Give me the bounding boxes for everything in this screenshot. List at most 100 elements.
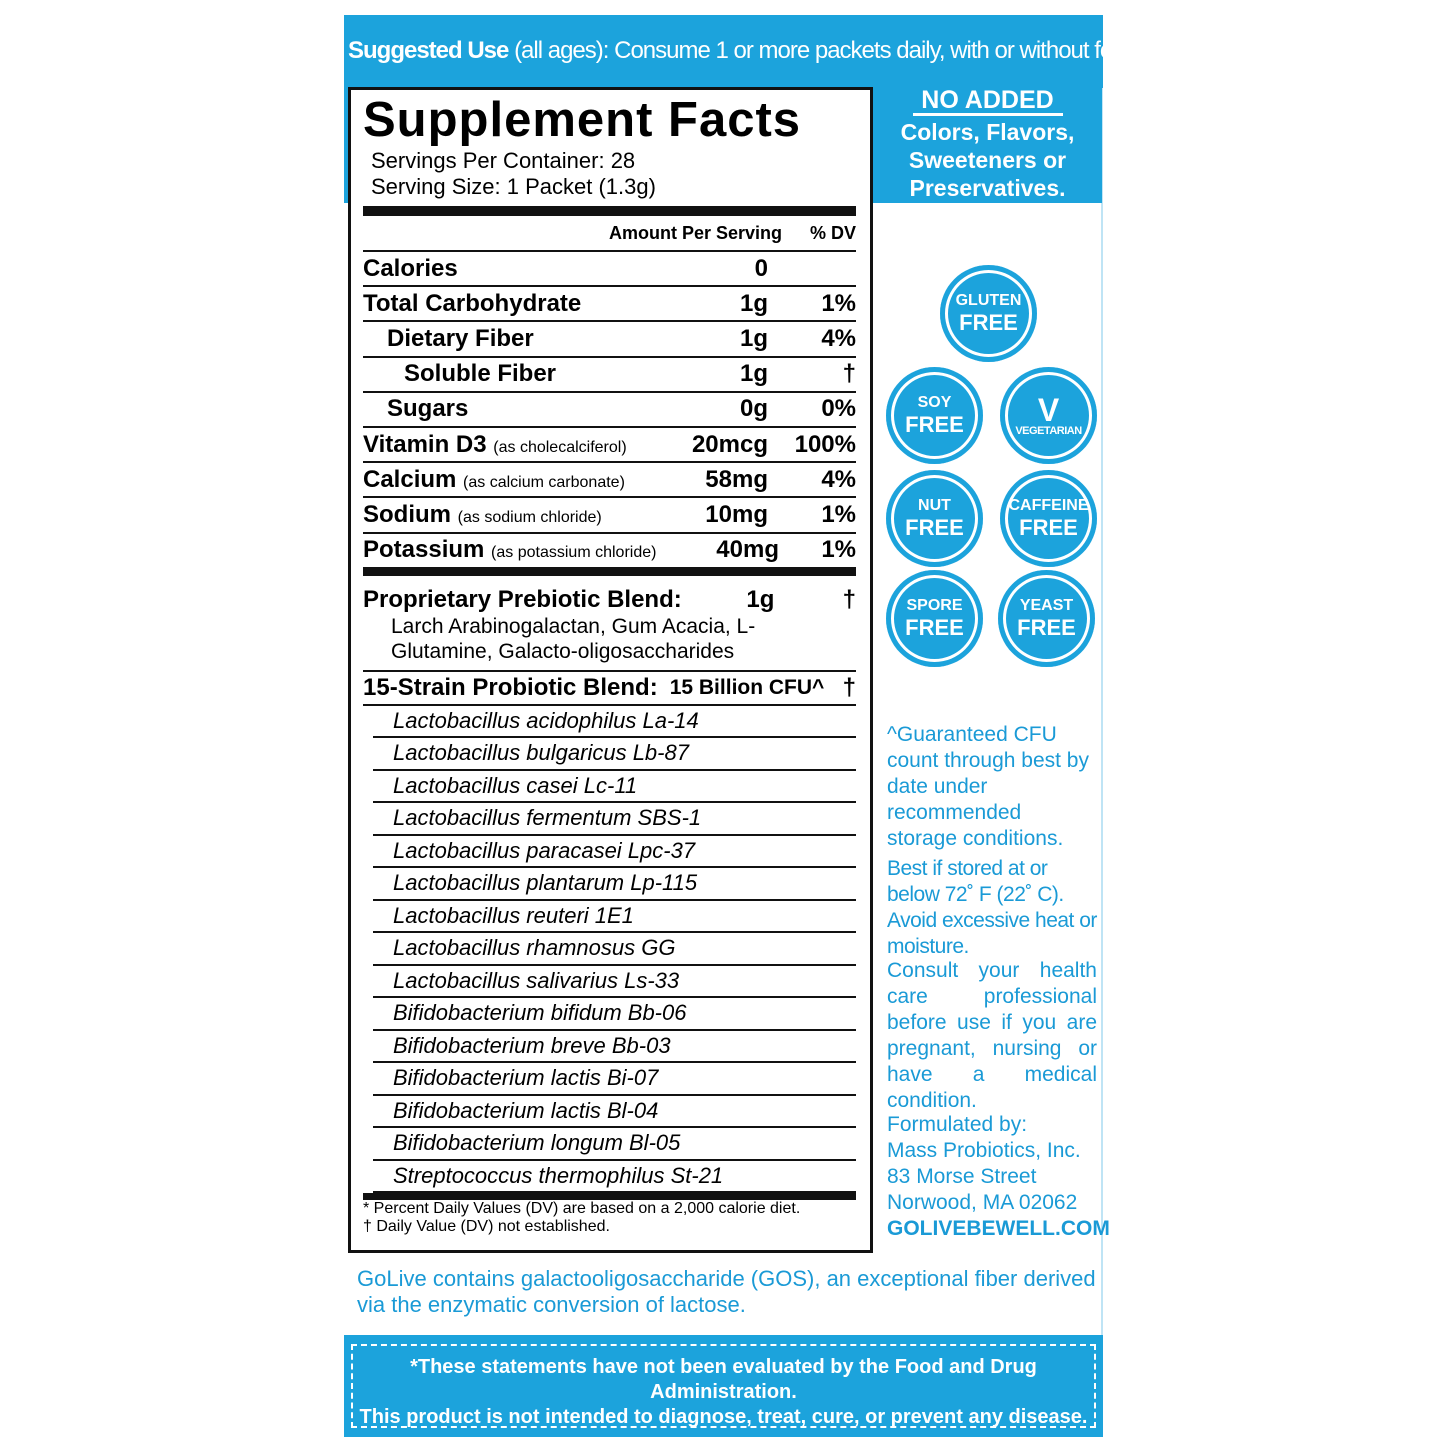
dv: 100% <box>794 430 856 458</box>
footnote: * Percent Daily Values (DV) are based on… <box>363 1200 801 1218</box>
badge-bottom: FREE <box>959 309 1018 335</box>
nutrient-note: (as potassium chloride) <box>491 544 657 562</box>
dv: 1% <box>821 536 856 564</box>
nutrient: Vitamin D3 (as cholecalciferol) <box>363 431 628 459</box>
badge-top: GLUTEN <box>955 291 1022 309</box>
nutrient-name: Vitamin D3 <box>363 430 487 458</box>
strain: Bifidobacterium lactis Bi-07 <box>373 1063 856 1096</box>
amount: 1g <box>739 324 768 352</box>
nutrients: Calories 0 Total Carbohydrate 1g 1% Dietary F… <box>363 252 856 569</box>
dv: † <box>842 673 856 701</box>
badge-bottom: FREE <box>905 614 964 640</box>
value: 1 Packet (1.3g) <box>506 174 656 199</box>
nutrient-row: Calcium (as calcium carbonate) 58mg 4% <box>363 463 856 499</box>
nutrient-note: (as cholecalciferol) <box>493 438 627 456</box>
nutrient-name: Total Carbohydrate <box>363 289 582 317</box>
value: 28 <box>610 148 636 173</box>
nutrient-name: Dietary Fiber <box>387 324 534 352</box>
prebiotic: Proprietary Prebiotic Blend: 1g † Larch Ar… <box>363 576 856 672</box>
suggested-label: Suggested Use <box>348 37 509 64</box>
dv: 1% <box>821 500 856 528</box>
note: ^Guaranteed CFU count through best by da… <box>887 723 1089 850</box>
nutrient-row: Calories 0 <box>363 252 856 288</box>
badge: GLUTEN FREE <box>940 265 1037 362</box>
rule <box>363 1193 856 1201</box>
strain: Streptococcus thermophilus St-21 <box>373 1161 856 1194</box>
amount: 1g <box>739 289 768 317</box>
disclaimer: *These statements have not been evaluate… <box>344 1335 1103 1437</box>
badge: V VEGETARIAN <box>1000 367 1097 464</box>
column-header: Amount Per Serving % DV <box>363 216 856 252</box>
label: Serving Size: <box>371 174 501 199</box>
formulated-line: Formulated by: <box>887 1113 1028 1136</box>
badge-top: SOY <box>917 393 952 411</box>
nutrient-name: Sodium <box>363 500 451 528</box>
amount: 10mg <box>705 500 768 528</box>
label: Servings Per Container: <box>371 148 605 173</box>
probiotic-row: 15-Strain Probiotic Blend: 15 Billion CFU… <box>363 672 856 706</box>
badge-top: CAFFEINE <box>1008 496 1089 514</box>
nutrient-row: Dietary Fiber 1g 4% <box>363 322 856 358</box>
dv: 4% <box>821 324 856 352</box>
nutrient-row: Total Carbohydrate 1g 1% <box>363 287 856 323</box>
strain: Lactobacillus bulgaricus Lb-87 <box>373 738 856 771</box>
nutrient-row: Potassium (as potassium chloride) 40mg 1% <box>363 534 856 569</box>
formulated-line: Norwood, MA 02062 <box>887 1191 1078 1214</box>
strain: Lactobacillus rhamnosus GG <box>373 933 856 966</box>
amount: 1g <box>739 360 768 388</box>
strain: Bifidobacterium lactis Bl-04 <box>373 1096 856 1129</box>
strain: Bifidobacterium breve Bb-03 <box>373 1031 856 1064</box>
dv: † <box>842 585 856 613</box>
nutrient-name: Calories <box>363 254 458 282</box>
nutrient-name: Calcium <box>363 465 457 493</box>
strain: Bifidobacterium longum Bl-05 <box>373 1128 856 1161</box>
rule <box>363 206 856 216</box>
formulated-line: 83 Morse Street <box>887 1165 1037 1188</box>
no-added-text: Colors, Flavors, Sweeteners or Preservat… <box>900 119 1075 201</box>
nutrient-row: Soluble Fiber 1g † <box>363 358 856 393</box>
suggested-use: Suggested Use (all ages): Consume 1 or m… <box>344 15 1144 88</box>
facts-panel: Supplement Facts Servings Per Container:… <box>348 87 873 1253</box>
dv: 4% <box>821 465 856 493</box>
strain: Lactobacillus acidophilus La-14 <box>373 706 856 739</box>
nutrient: Soluble Fiber <box>363 360 628 388</box>
formulated-lines: Formulated by: Mass Probiotics, Inc. 83 Mo… <box>887 1112 1102 1216</box>
no-added: NO ADDED Colors, Flavors, Sweeteners or P… <box>873 87 1102 203</box>
strains: Lactobacillus acidophilus La-14 Lactobaci… <box>363 706 856 1194</box>
strain: Lactobacillus plantarum Lp-115 <box>373 868 856 901</box>
nutrient-note: (as sodium chloride) <box>457 508 602 526</box>
dv-header: % DV <box>809 222 856 243</box>
no-added-heading: NO ADDED <box>912 87 1063 116</box>
nutrient-name: Soluble Fiber <box>404 360 557 388</box>
amount: 0 <box>754 254 768 282</box>
prebiotic-row: Proprietary Prebiotic Blend: 1g † <box>363 586 856 614</box>
formulated: Formulated by: Mass Probiotics, Inc. 83 Mo… <box>887 1112 1110 1242</box>
badge-top: V <box>1037 391 1060 428</box>
nutrient: Calories <box>363 255 628 283</box>
strain: Lactobacillus paracasei Lpc-37 <box>373 836 856 869</box>
nutrient: Sodium (as sodium chloride) <box>363 501 628 529</box>
disclaimer-line: *These statements have not been evaluate… <box>410 1356 1037 1403</box>
badge: CAFFEINE FREE <box>1000 470 1097 567</box>
amount: 1g <box>746 585 775 613</box>
rule <box>363 568 856 576</box>
badge: SOY FREE <box>886 367 983 464</box>
nutrient-row: Vitamin D3 (as cholecalciferol) 20mcg 100% <box>363 428 856 464</box>
nutrient-note: (as calcium carbonate) <box>463 473 625 491</box>
amount: 58mg <box>705 465 768 493</box>
badge: SPORE FREE <box>886 570 983 667</box>
dv: 0% <box>821 395 856 423</box>
gos-note: GoLive contains galactooligosaccharide (… <box>357 1266 1096 1317</box>
badge-top: NUT <box>918 496 951 514</box>
suggested-text: Consume 1 or more packets daily, with or… <box>614 37 1143 64</box>
formulated-line: Mass Probiotics, Inc. <box>887 1139 1081 1162</box>
nutrient: Calcium (as calcium carbonate) <box>363 466 628 494</box>
badge-top: SPORE <box>906 596 963 614</box>
badge: NUT FREE <box>886 470 983 567</box>
strain: Lactobacillus casei Lc-11 <box>373 771 856 804</box>
nutrient-row: Sugars 0g 0% <box>363 393 856 428</box>
suggested-qualifier: (all ages): <box>514 37 609 64</box>
nutrient: Total Carbohydrate <box>363 290 628 318</box>
badge-bottom: FREE <box>905 514 964 540</box>
